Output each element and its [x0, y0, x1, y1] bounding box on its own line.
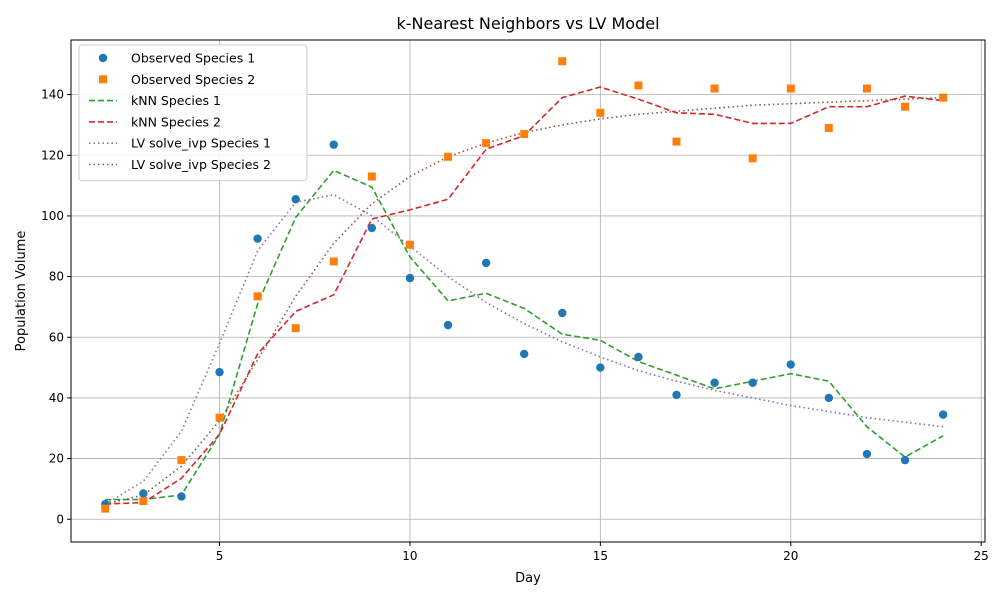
axis-ticks: 5 10 15 20 25 0 20 40 60 80 100 120 140 [41, 88, 989, 563]
data-point [405, 240, 414, 249]
data-point [938, 410, 948, 419]
data-point [862, 84, 871, 93]
data-point [786, 84, 795, 93]
data-point [596, 108, 605, 117]
data-point [901, 102, 910, 111]
y-tick-label: 140 [41, 88, 64, 102]
x-axis-label: Day [515, 571, 541, 586]
data-point [710, 84, 719, 93]
data-point [748, 378, 757, 387]
data-point [672, 390, 681, 400]
data-point [862, 449, 872, 459]
y-tick-label: 20 [49, 452, 64, 466]
data-point [634, 352, 643, 362]
data-point [824, 393, 834, 403]
y-tick-label: 0 [56, 512, 64, 526]
y-tick-label: 100 [41, 209, 64, 223]
data-point [177, 456, 186, 465]
data-point [748, 154, 757, 163]
data-point [519, 349, 529, 359]
legend-label: Observed Species 2 [131, 72, 255, 87]
x-tick-label: 20 [783, 549, 798, 563]
data-point [139, 489, 148, 498]
data-point [900, 455, 910, 465]
series-line [104, 193, 944, 505]
data-point [329, 257, 338, 266]
data-point [558, 308, 567, 318]
series-layer [101, 57, 948, 513]
data-point [215, 413, 224, 422]
data-point [710, 378, 719, 387]
data-point [824, 123, 833, 132]
legend-marker [99, 75, 107, 84]
data-point [329, 140, 338, 149]
plot-frame [70, 39, 986, 543]
y-tick-label: 40 [49, 391, 64, 405]
data-point [367, 223, 377, 233]
data-point [443, 320, 453, 330]
x-tick-label: 25 [974, 549, 989, 563]
x-tick-label: 10 [402, 549, 417, 563]
data-point [291, 195, 300, 204]
data-point [672, 137, 681, 146]
data-point [634, 81, 643, 90]
data-point [596, 363, 605, 372]
legend-label: LV solve_ivp Species 1 [131, 136, 271, 151]
x-tick-label: 5 [216, 549, 224, 563]
y-axis-label: Population Volume [14, 231, 29, 352]
data-point [786, 360, 795, 369]
data-point [253, 234, 262, 243]
legend-box [78, 44, 308, 182]
data-point [177, 492, 186, 501]
data-point [215, 367, 224, 377]
legend-label: Observed Species 1 [131, 51, 255, 66]
data-point [482, 139, 491, 148]
data-point [367, 172, 376, 181]
legend-label: kNN Species 1 [131, 93, 221, 108]
y-tick-label: 60 [49, 330, 64, 344]
y-tick-label: 120 [41, 148, 64, 162]
data-point [291, 324, 300, 333]
legend-label: kNN Species 2 [131, 114, 221, 129]
legend-label: LV solve_ivp Species 2 [131, 157, 271, 172]
data-point [939, 93, 948, 102]
data-point [139, 497, 148, 506]
grid-lines [71, 40, 985, 542]
chart-title: k-Nearest Neighbors vs LV Model [396, 14, 659, 33]
legend: Observed Species 1 Observed Species 2 kNN … [78, 44, 308, 182]
data-point [253, 292, 262, 301]
data-point [101, 504, 110, 513]
data-point [558, 57, 567, 66]
data-point [444, 152, 453, 161]
series-line [105, 169, 944, 501]
data-point [520, 130, 529, 139]
y-tick-label: 80 [49, 270, 64, 284]
x-tick-label: 15 [593, 549, 608, 563]
legend-marker [98, 53, 108, 63]
data-point [405, 273, 415, 283]
data-point [481, 258, 491, 268]
